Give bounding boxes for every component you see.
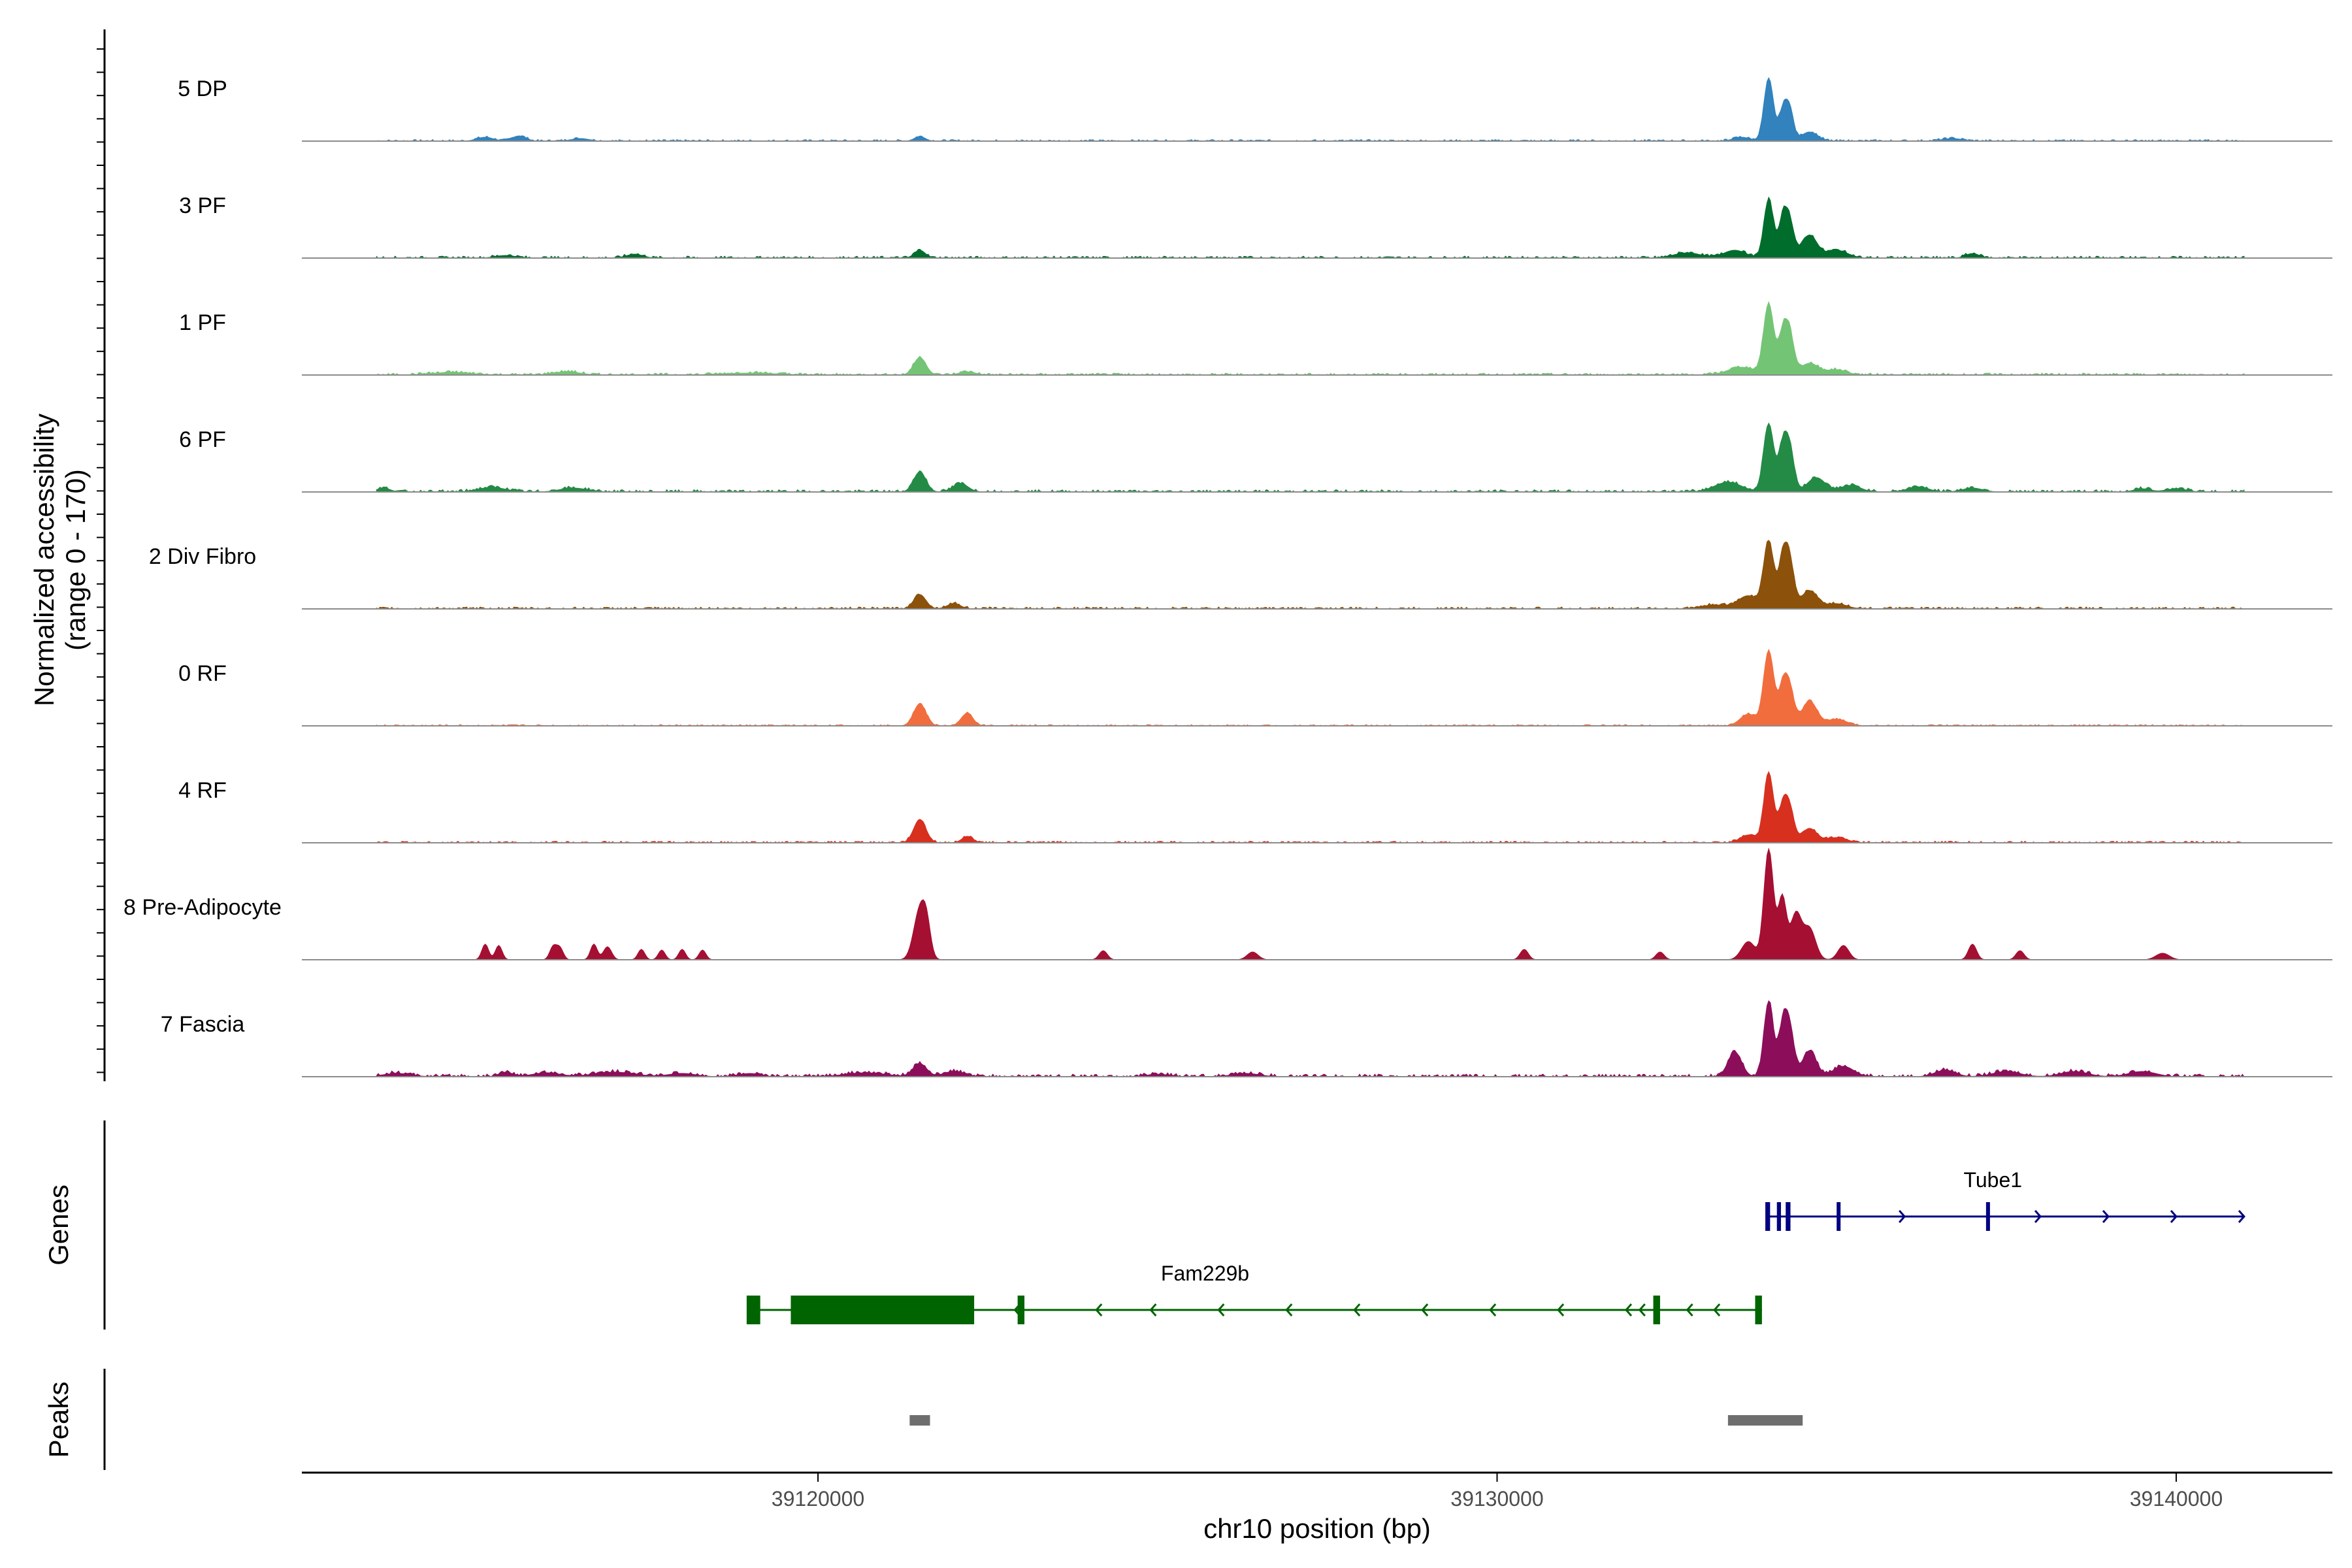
strand-arrow — [2170, 1210, 2178, 1223]
strand-arrow — [1489, 1303, 1497, 1316]
coverage-area — [376, 422, 2245, 493]
strand-arrow — [1557, 1303, 1565, 1316]
strand-arrow — [1353, 1303, 1361, 1316]
track-6-pf: 6 PF — [179, 422, 2332, 493]
track-8-pre-adipocyte: 8 Pre-Adipocyte — [123, 847, 2332, 960]
gene-exon — [1017, 1296, 1024, 1324]
track-label: 5 DP — [178, 76, 227, 101]
gene-exon — [791, 1296, 975, 1324]
x-ticks: 39120000 39130000 39140000 — [772, 1473, 2223, 1511]
gene-label: Fam229b — [1161, 1262, 1249, 1285]
peak-region — [909, 1415, 930, 1426]
gene-exon — [1653, 1296, 1660, 1324]
track-0-rf: 0 RF — [178, 649, 2332, 727]
strand-arrow — [1638, 1303, 1646, 1316]
strand-arrow — [1217, 1303, 1225, 1316]
track-label: 8 Pre-Adipocyte — [123, 895, 282, 920]
strand-arrow — [2238, 1210, 2246, 1223]
track-7-fascia: 7 Fascia — [161, 1000, 2332, 1077]
x-tick-label: 39120000 — [772, 1487, 864, 1511]
strand-arrow — [2102, 1210, 2110, 1223]
coverage-area — [375, 771, 2244, 843]
x-axis-title: chr10 position (bp) — [1203, 1513, 1431, 1544]
track-3-pf: 3 PF — [179, 193, 2332, 259]
gene-exon — [1985, 1202, 1990, 1231]
gene-fam229b: Fam229b — [746, 1262, 1762, 1324]
strand-arrow — [1421, 1303, 1429, 1316]
coverage-y-axis — [97, 29, 106, 1081]
strand-arrow — [1013, 1303, 1021, 1316]
peak-regions — [909, 1415, 1803, 1426]
strand-arrow — [2034, 1210, 2042, 1223]
track-2-div-fibro: 2 Div Fibro — [149, 540, 2332, 610]
genes-panel: Genes Tube1 Fam229b — [43, 1120, 2246, 1330]
gene-exon — [1765, 1202, 1771, 1231]
track-label: 0 RF — [178, 661, 227, 686]
gene-models: Tube1 Fam229b — [746, 1168, 2246, 1324]
genes-panel-title: Genes — [43, 1184, 74, 1266]
coverage-y-axis-title: Normalized accessibility (range 0 - 170) — [29, 414, 91, 706]
track-5-dp: 5 DP — [178, 76, 2332, 142]
strand-arrow — [1149, 1303, 1157, 1316]
gene-exon — [1786, 1202, 1791, 1231]
coverage-y-range-label: (range 0 - 170) — [60, 469, 91, 651]
coverage-area — [375, 301, 2245, 376]
coverage-area — [376, 847, 2244, 960]
strand-arrow — [1285, 1303, 1293, 1316]
strand-arrow — [1624, 1303, 1633, 1316]
x-tick-label: 39130000 — [1450, 1487, 1543, 1511]
peak-region — [1727, 1415, 1803, 1426]
track-label: 4 RF — [178, 778, 227, 803]
strand-arrow — [1095, 1303, 1103, 1316]
gene-exon — [1755, 1296, 1762, 1324]
peaks-panel-title: Peaks — [43, 1382, 74, 1458]
coverage-area — [376, 540, 2244, 610]
strand-arrow — [1713, 1303, 1721, 1316]
peaks-panel: Peaks — [43, 1369, 1803, 1470]
coverage-area — [376, 196, 2245, 259]
coverage-y-label: Normalized accessibility — [29, 414, 59, 706]
gene-tube1: Tube1 — [1765, 1168, 2246, 1231]
x-tick-label: 39140000 — [2130, 1487, 2223, 1511]
coverage-tracks: 5 DP 3 PF 1 PF 6 PF 2 Div Fibro 0 RF 4 RF 8 Pre… — [123, 76, 2332, 1077]
track-label: 6 PF — [179, 427, 226, 452]
gene-exon — [1837, 1202, 1841, 1231]
track-label: 7 Fascia — [161, 1012, 245, 1037]
track-4-rf: 4 RF — [178, 771, 2332, 843]
gene-label: Tube1 — [1963, 1168, 2022, 1192]
gene-exon — [1776, 1202, 1781, 1231]
gene-exon — [746, 1296, 760, 1324]
strand-arrow — [1686, 1303, 1693, 1316]
track-1-pf: 1 PF — [179, 301, 2332, 376]
coverage-area — [376, 76, 2245, 142]
track-label: 1 PF — [179, 310, 226, 335]
track-label: 3 PF — [179, 193, 226, 218]
coverage-area — [376, 1000, 2245, 1077]
coverage-area — [376, 649, 2245, 727]
x-axis: 39120000 39130000 39140000 chr10 position … — [302, 1471, 2332, 1544]
track-label: 2 Div Fibro — [149, 544, 256, 569]
strand-arrow — [1899, 1210, 1906, 1223]
